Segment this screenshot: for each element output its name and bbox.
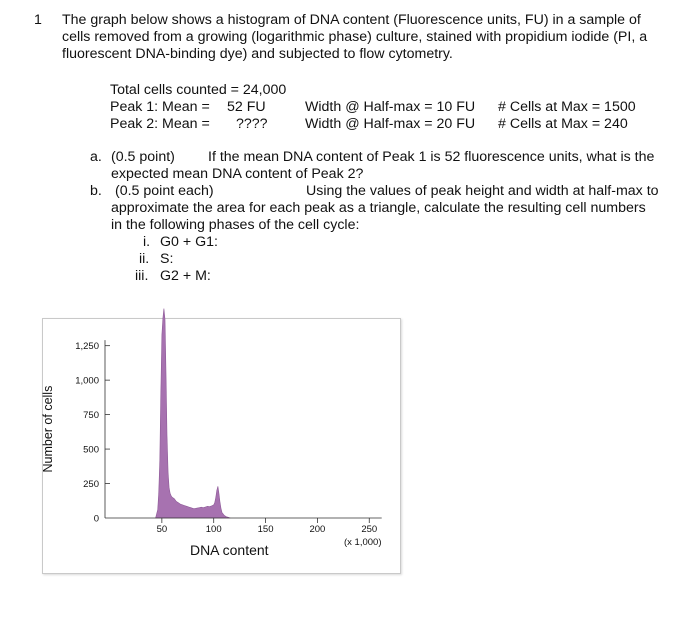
intro-line: cells removed from a growing (logarithmi… <box>62 29 648 45</box>
question-intro: The graph below shows a histogram of DNA… <box>62 12 687 63</box>
x-tick-label: 200 <box>309 524 325 535</box>
y-axis-label: Number of cells <box>41 386 55 473</box>
y-tick-label: 750 <box>83 410 99 421</box>
sub-item-marker: i. <box>143 234 151 250</box>
x-axis-unit-note: (x 1,000) <box>344 537 382 548</box>
part-a-question-cont: expected mean DNA content of Peak 2? <box>111 166 364 182</box>
histogram-frame <box>42 318 401 574</box>
x-axis-label: DNA content <box>190 542 269 558</box>
y-tick-label: 0 <box>94 514 99 525</box>
peak2-cells: # Cells at Max = 240 <box>498 116 628 132</box>
peak1-width: Width @ Half-max = 10 FU <box>305 99 476 115</box>
y-tick-label: 1,250 <box>75 341 99 352</box>
part-b-question-cont: in the following phases of the cell cycl… <box>111 217 360 233</box>
peak1-label: Peak 1: Mean = <box>110 99 210 115</box>
part-a-points: (0.5 point) <box>111 149 175 165</box>
part-b-marker: b. <box>90 183 102 199</box>
part-b-question: Using the values of peak height and widt… <box>306 183 659 199</box>
part-a-question: If the mean DNA content of Peak 1 is 52 … <box>208 149 655 165</box>
part-a-marker: a. <box>90 149 102 165</box>
sub-item-text: G0 + G1: <box>160 234 218 250</box>
peak2-label: Peak 2: Mean = <box>110 116 210 132</box>
x-tick-label: 250 <box>361 524 377 535</box>
part-b-points: (0.5 point each) <box>115 183 214 199</box>
part-b-question-cont: approximate the area for each peak as a … <box>111 200 646 216</box>
histogram-area <box>155 308 231 519</box>
intro-line: fluorescent DNA-binding dye) and subject… <box>62 46 453 62</box>
intro-line: The graph below shows a histogram of DNA… <box>62 12 641 28</box>
x-tick-label: 100 <box>206 524 222 535</box>
sub-item-marker: iii. <box>135 268 149 284</box>
y-tick-label: 1,000 <box>75 376 99 387</box>
stats-total: Total cells counted = 24,000 <box>110 82 287 98</box>
peak2-mean: ???? <box>236 116 268 132</box>
sub-item-text: S: <box>160 251 174 267</box>
sub-item-marker: ii. <box>139 251 150 267</box>
y-tick-label: 250 <box>83 479 99 490</box>
sub-item-text: G2 + M: <box>160 268 211 284</box>
x-tick-label: 50 <box>157 524 168 535</box>
y-tick-label: 500 <box>83 445 99 456</box>
peak1-mean: 52 FU <box>227 99 266 115</box>
peak1-cells: # Cells at Max = 1500 <box>498 99 636 115</box>
peak2-width: Width @ Half-max = 20 FU <box>305 116 476 132</box>
x-tick-label: 150 <box>258 524 274 535</box>
question-number: 1 <box>34 12 42 28</box>
